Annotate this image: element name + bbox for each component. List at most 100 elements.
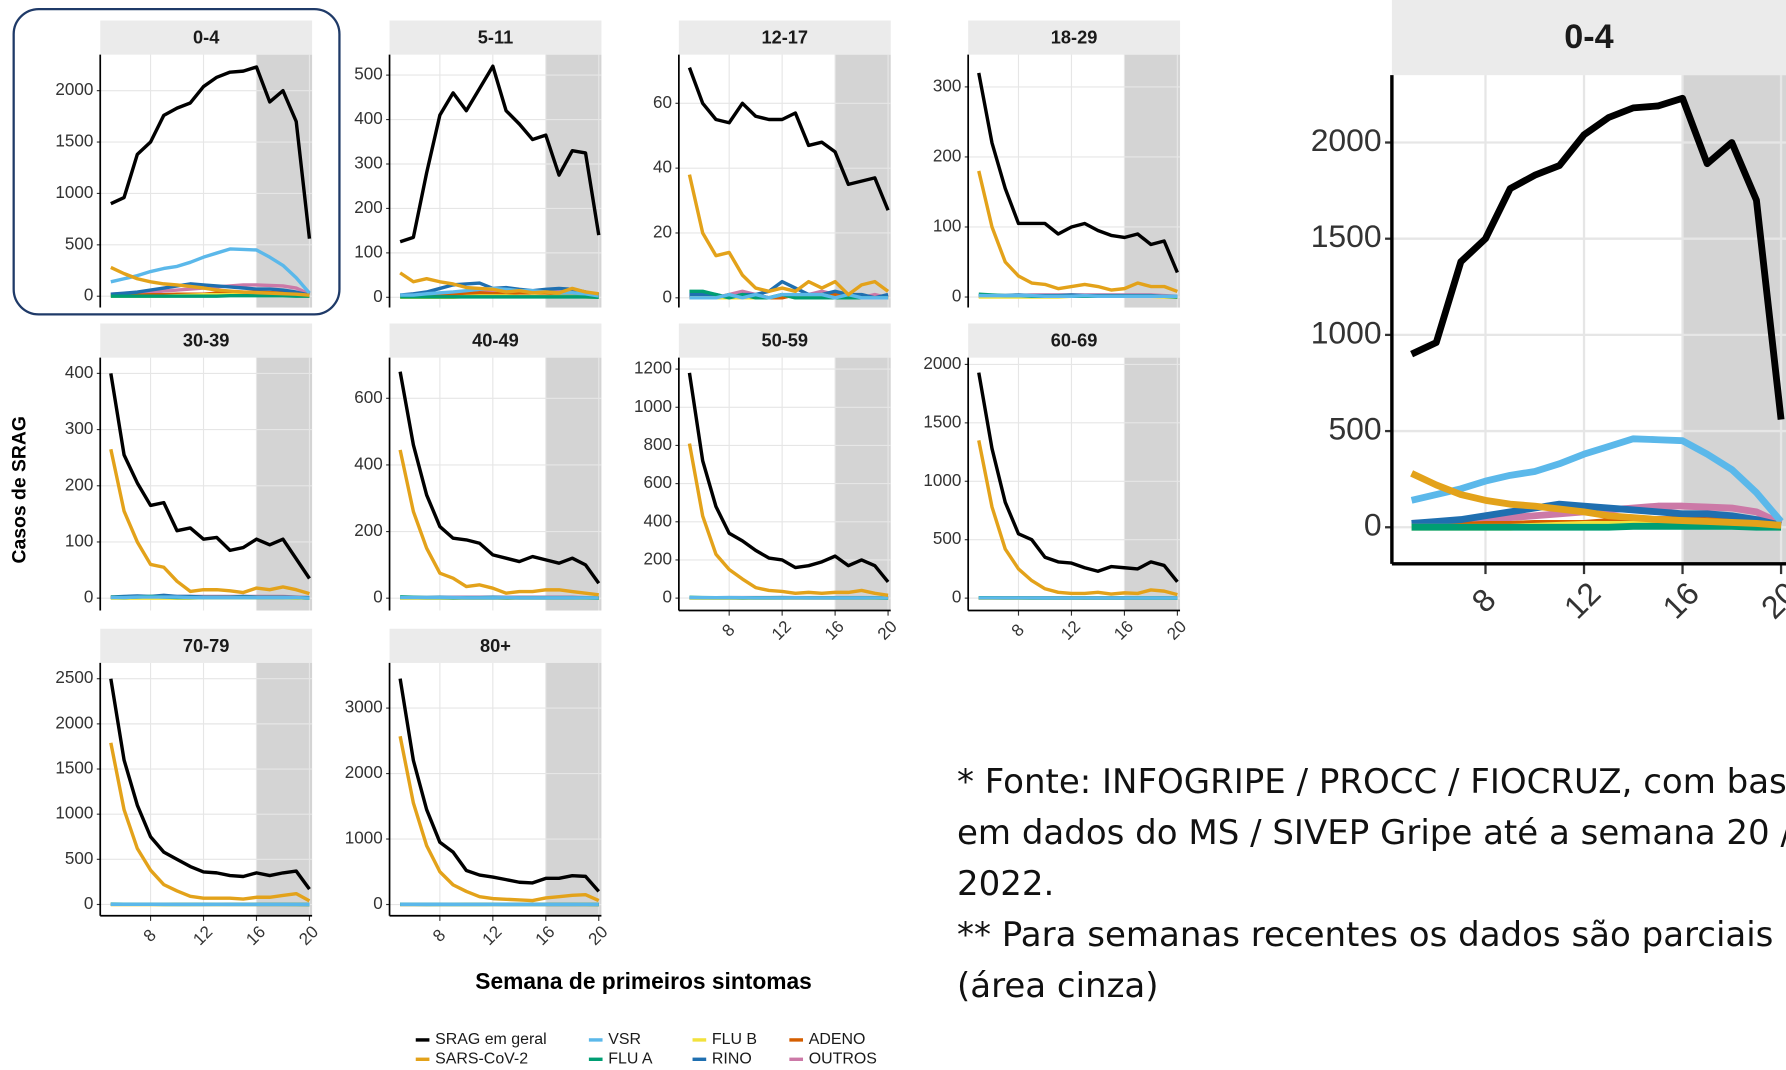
- legend-label: ADENO: [809, 1031, 866, 1048]
- y-tick-label: 1000: [1311, 314, 1382, 350]
- x-tick-label: 12: [189, 922, 216, 949]
- y-tick-label: 100: [354, 242, 383, 261]
- y-tick-label: 1500: [55, 759, 93, 778]
- series-line: [1411, 500, 1782, 529]
- lines: [399, 64, 601, 300]
- y-tick-label: 1200: [634, 359, 672, 378]
- strip: [968, 20, 1181, 55]
- y-tick-label: 60: [653, 93, 672, 112]
- strip: [100, 20, 313, 55]
- y-tick-label: 1000: [55, 183, 93, 202]
- x-tick-label: 16: [1110, 617, 1137, 644]
- series-line: [110, 247, 311, 295]
- x-axis-label: Semana de primeiros sintomas: [475, 968, 812, 994]
- partial-data-area: [545, 54, 602, 308]
- y-tick-label: 0: [84, 894, 94, 913]
- highlight-box: [12, 7, 341, 316]
- legend-label: VSR: [608, 1031, 641, 1048]
- legend-label: FLU A: [608, 1050, 653, 1067]
- x-tick-label: 8: [1008, 620, 1028, 640]
- panel-title: 30-39: [183, 331, 230, 351]
- note: ** Para semanas recentes os dados são pa…: [957, 915, 1774, 1006]
- panel-title: 12-17: [761, 28, 808, 48]
- x-tick-label: 12: [479, 922, 506, 949]
- y-tick-label: 300: [65, 419, 94, 438]
- y-tick-label: 100: [65, 531, 94, 550]
- y-tick-label: 0: [373, 894, 383, 913]
- strip: [100, 323, 313, 358]
- lines: [110, 65, 312, 298]
- strip: [389, 628, 602, 663]
- series-line: [1410, 94, 1785, 420]
- y-tick-label: 2000: [345, 763, 383, 782]
- strip: [678, 20, 891, 55]
- strip: [968, 323, 1181, 358]
- series-line: [687, 174, 890, 297]
- strip: [1391, 0, 1786, 76]
- partial-data-area: [1124, 54, 1181, 308]
- x-tick-label: 16: [821, 617, 848, 644]
- lines: [977, 72, 1179, 299]
- series-line: [978, 293, 1178, 299]
- panel-title: 80+: [480, 636, 511, 656]
- x-tick-label: 16: [1655, 575, 1706, 626]
- panel-title: 50-59: [761, 331, 808, 351]
- y-tick-label: 2000: [55, 80, 93, 99]
- legend-label: OUTROS: [809, 1050, 877, 1067]
- y-tick-label: 0: [952, 287, 962, 306]
- y-tick-label: 400: [644, 511, 673, 530]
- series-line: [977, 440, 1178, 597]
- lines: [109, 373, 311, 600]
- series-line: [977, 72, 1179, 274]
- series-line: [110, 282, 310, 297]
- y-tick-label: 600: [354, 388, 383, 407]
- series-line: [398, 735, 600, 903]
- x-tick-label: 20: [1754, 575, 1786, 626]
- series-line: [1411, 522, 1782, 531]
- x-tick-label: 8: [140, 926, 160, 946]
- y-tick-label: 1000: [634, 397, 672, 416]
- series-line: [109, 448, 310, 596]
- y-tick-label: 500: [354, 65, 383, 84]
- x-tick-label: 20: [295, 922, 322, 949]
- y-tick-label: 200: [65, 475, 94, 494]
- series-line: [687, 67, 890, 211]
- series-line: [977, 372, 1179, 583]
- lines: [687, 372, 890, 600]
- lines: [398, 678, 601, 907]
- y-tick-label: 3000: [345, 698, 383, 717]
- y-tick-label: 400: [65, 363, 94, 382]
- panel-title: 18-29: [1051, 28, 1098, 48]
- y-tick-label: 500: [65, 849, 94, 868]
- y-tick-label: 800: [644, 435, 673, 454]
- series-line: [110, 265, 310, 297]
- x-tick-label: 8: [1465, 581, 1503, 619]
- y-tick-label: 0: [663, 588, 673, 607]
- y-tick-label: 2500: [55, 668, 93, 687]
- y-tick-label: 400: [354, 454, 383, 473]
- x-tick-label: 8: [718, 620, 738, 640]
- partial-data-area: [545, 357, 602, 611]
- y-tick-label: 500: [1328, 410, 1381, 446]
- panel-title: 40-49: [472, 331, 519, 351]
- x-tick-label: 8: [429, 926, 449, 946]
- y-tick-label: 200: [354, 198, 383, 217]
- y-tick-label: 500: [65, 234, 94, 253]
- strip: [389, 20, 602, 55]
- y-tick-label: 0: [373, 588, 383, 607]
- y-tick-label: 200: [644, 549, 673, 568]
- y-tick-label: 300: [933, 76, 962, 95]
- y-tick-label: 0: [84, 286, 94, 305]
- lines: [977, 372, 1179, 600]
- y-tick-label: 20: [653, 222, 672, 241]
- series-line: [1410, 435, 1784, 524]
- y-tick-label: 100: [933, 217, 962, 236]
- lines: [109, 678, 311, 907]
- x-tick-label: 20: [874, 617, 901, 644]
- y-tick-label: 1500: [1311, 218, 1382, 254]
- x-tick-label: 16: [242, 922, 269, 949]
- y-tick-label: 2000: [923, 354, 961, 373]
- y-tick-label: 0: [1364, 507, 1382, 543]
- notes-box: * Fonte: INFOGRIPE / PROCC / FIOCRUZ, co…: [957, 757, 1786, 1057]
